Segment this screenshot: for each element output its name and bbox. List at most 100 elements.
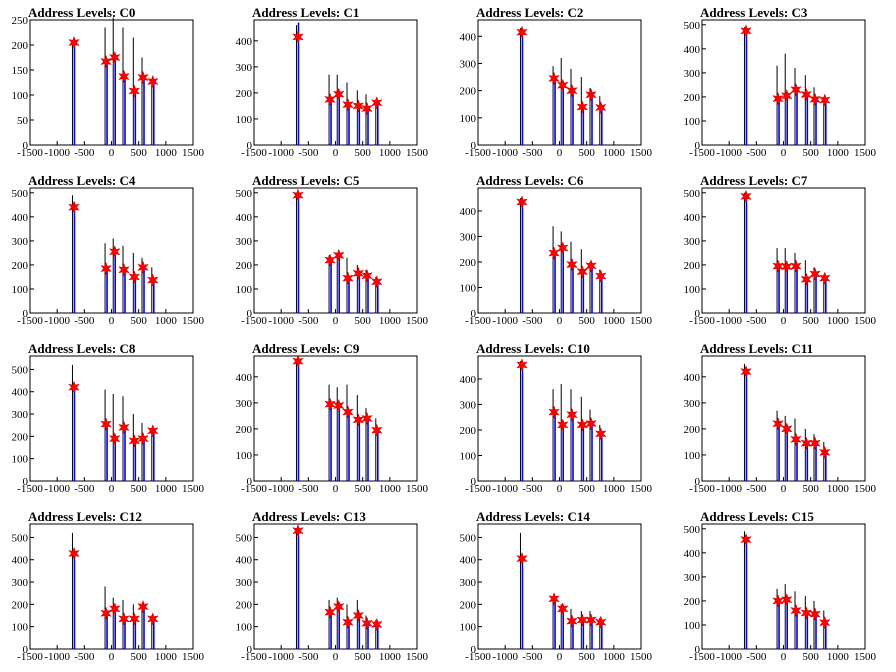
- chart-title: Address Levels: C4: [28, 173, 136, 188]
- y-tick-label: 100: [460, 113, 477, 125]
- chart-title: Address Levels: C11: [700, 341, 814, 356]
- y-tick-label: 400: [684, 44, 701, 56]
- y-tick-label: 0: [23, 644, 29, 656]
- y-tick-label: 400: [460, 31, 477, 43]
- x-tick-label: 0: [109, 651, 115, 663]
- peak-star-marker: [292, 354, 304, 368]
- y-tick-label: 150: [12, 65, 29, 77]
- y-tick-label: 200: [684, 92, 701, 104]
- x-tick-label: -1000: [268, 651, 294, 663]
- peak-star-marker: [324, 397, 336, 411]
- y-tick-label: 100: [236, 622, 253, 634]
- peak-star-marker: [108, 431, 121, 446]
- y-tick-label: 300: [684, 398, 701, 410]
- peak-star-marker: [576, 264, 589, 279]
- y-tick-label: 300: [236, 236, 253, 248]
- chart-panel: Address Levels: C10 0 100 200 300 400 -1500 -10…: [448, 336, 672, 504]
- y-tick-label: 200: [12, 431, 29, 443]
- y-tick-label: 400: [460, 206, 477, 218]
- peak-star-marker: [800, 436, 813, 451]
- x-tick-label: 0: [109, 483, 115, 495]
- x-tick-label: 0: [557, 483, 563, 495]
- x-tick-label: 0: [109, 315, 115, 327]
- x-tick-label: 500: [354, 651, 371, 663]
- x-tick-label: 1000: [603, 483, 626, 495]
- plot-frame: [701, 19, 866, 146]
- peak-star-marker: [516, 195, 528, 209]
- y-tick-label: 300: [460, 231, 477, 243]
- peak-star-marker: [332, 398, 345, 413]
- y-tick-label: 300: [460, 58, 477, 70]
- chart-panel: Address Levels: C14 0 100 200 300 400 500 -1500…: [448, 504, 672, 672]
- peak-star-marker: [118, 69, 130, 84]
- y-tick-label: 0: [247, 476, 253, 488]
- peak-star-marker: [332, 599, 345, 614]
- x-tick-label: 500: [802, 315, 819, 327]
- peak-star-marker: [818, 271, 831, 285]
- chart-panel: Address Levels: C5 0 100 200 300 400 500 -1500-…: [224, 168, 448, 336]
- x-tick-label: 1000: [603, 651, 626, 663]
- y-tick-label: 0: [695, 308, 701, 320]
- peak-star-marker: [516, 25, 528, 39]
- peak-star-marker: [566, 83, 578, 98]
- peak-star-marker: [772, 259, 784, 273]
- peak-star-marker: [790, 259, 802, 273]
- y-tick-label: 0: [23, 308, 29, 320]
- y-tick-label: 300: [460, 577, 477, 589]
- x-tick-label: 0: [333, 147, 339, 159]
- x-tick-label: 1500: [406, 147, 429, 159]
- peak-star-marker: [576, 613, 589, 627]
- y-tick-label: 300: [236, 577, 253, 589]
- y-tick-label: 200: [236, 599, 253, 611]
- plot-frame: [477, 355, 642, 482]
- peak-star-marker: [516, 551, 528, 566]
- x-tick-label: -1000: [44, 147, 70, 159]
- chart-panel: Address Levels: C9 0 100 200 300 400 -1500 -100…: [224, 336, 448, 504]
- peak-star-marker: [818, 445, 831, 460]
- peak-star-marker: [292, 188, 304, 202]
- x-tick-label: -500: [298, 147, 319, 159]
- x-tick-label: -1000: [44, 315, 70, 327]
- plot-frame: [477, 523, 642, 650]
- peak-star-marker: [342, 615, 354, 629]
- y-tick-label: 300: [12, 409, 29, 421]
- chart-title: Address Levels: C2: [476, 5, 584, 20]
- chart-title: Address Levels: C7: [700, 173, 808, 188]
- peak-star-marker: [585, 259, 597, 273]
- x-tick-label: 0: [109, 147, 115, 159]
- x-tick-label: -1000: [716, 483, 742, 495]
- peak-star-marker: [740, 364, 752, 379]
- x-tick-label: 500: [802, 483, 819, 495]
- y-tick-label: 0: [247, 140, 253, 152]
- chart-svg: 0 100 200 300 400 -1500 -1000 -500 0 500 1000 1500: [236, 19, 429, 159]
- y-tick-label: 100: [236, 450, 253, 462]
- x-tick-label: 1000: [827, 315, 850, 327]
- y-tick-label: 400: [236, 555, 253, 567]
- peak-star-marker: [576, 100, 589, 114]
- peak-star-marker: [370, 96, 383, 110]
- x-tick-label: 1000: [155, 147, 178, 159]
- peak-star-marker: [324, 253, 336, 267]
- x-tick-label: 1500: [406, 483, 429, 495]
- y-tick-label: 500: [684, 20, 701, 32]
- peak-star-marker: [566, 614, 578, 628]
- y-tick-label: 200: [236, 424, 253, 436]
- x-tick-label: -500: [298, 315, 319, 327]
- x-tick-label: -1000: [716, 315, 742, 327]
- chart-panel: Address Levels: C4 0 100 200 300 400 500 -1500-…: [0, 168, 224, 336]
- y-tick-label: 500: [12, 532, 29, 544]
- peak-star-marker: [108, 602, 121, 616]
- peak-star-marker: [100, 261, 112, 276]
- x-tick-label: -1000: [44, 651, 70, 663]
- chart-svg: 0 100 200 300 400 500 -1500 -1000 -500 0 500 1000 15…: [12, 187, 205, 327]
- x-tick-label: -1000: [492, 483, 518, 495]
- peak-star-marker: [361, 411, 373, 426]
- peak-star-marker: [809, 92, 821, 107]
- chart-panel: Address Levels: C1 0 100 200 300 400 -1500 -100…: [224, 0, 448, 168]
- peak-star-marker: [137, 599, 149, 614]
- peak-star-marker: [128, 84, 141, 98]
- x-tick-label: -1000: [716, 147, 742, 159]
- peak-star-marker: [361, 616, 373, 631]
- peak-star-marker: [100, 606, 112, 621]
- y-tick-label: 400: [684, 548, 701, 560]
